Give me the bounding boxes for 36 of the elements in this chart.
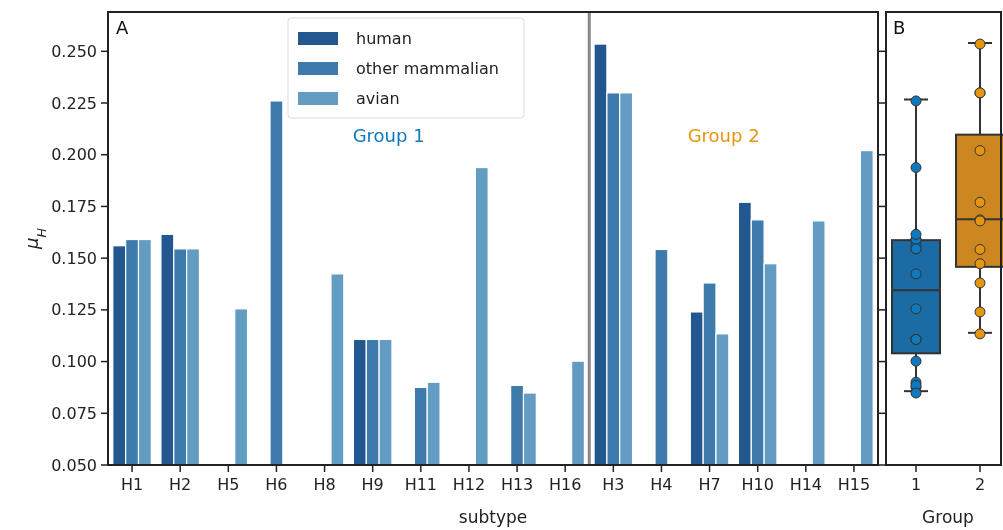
x-tick-label: H9	[361, 475, 384, 494]
legend-label: other mammalian	[356, 58, 499, 78]
annotation: Group 2	[687, 125, 760, 146]
y-tick-label: 0.075	[51, 403, 97, 423]
y-tick-label: 0.250	[51, 41, 97, 61]
legend-label: human	[356, 28, 412, 48]
x-tick-label: H1	[120, 475, 144, 494]
x-tick-label: H15	[837, 475, 871, 494]
x-axis-title: subtype	[458, 507, 528, 527]
x-tick-label: H13	[500, 475, 534, 494]
y-tick-label: 0.125	[51, 300, 97, 320]
x-tick-label: H12	[452, 475, 486, 494]
x-tick-label: H14	[789, 475, 823, 494]
annotation: Group 1	[352, 125, 425, 146]
x-tick-label: H2	[169, 475, 192, 494]
y-tick-label: 0.175	[51, 197, 97, 217]
x-tick-label: H8	[313, 475, 336, 494]
y-tick-label: 0.100	[51, 352, 97, 372]
x-tick-label: H11	[404, 475, 438, 494]
x-tick-label: H5	[217, 475, 240, 494]
x-axis-title: Group	[922, 507, 974, 527]
legend-label: avian	[356, 88, 400, 108]
x-tick-label: H4	[650, 475, 673, 494]
x-tick-label: 1	[910, 475, 922, 494]
x-tick-label: 2	[974, 475, 986, 494]
y-tick-label: 0.150	[51, 248, 97, 268]
x-tick-label: H7	[698, 475, 721, 494]
chart-title: B	[893, 17, 906, 38]
chart-title: A	[116, 17, 129, 38]
x-tick-label: H10	[741, 475, 774, 494]
y-tick-label: 0.200	[51, 145, 97, 165]
y-tick-label: 0.225	[51, 93, 97, 113]
x-tick-label: H3	[602, 475, 625, 494]
x-tick-label: H16	[548, 475, 582, 494]
y-tick-label: 0.050	[51, 455, 97, 475]
x-tick-label: H6	[265, 475, 288, 494]
